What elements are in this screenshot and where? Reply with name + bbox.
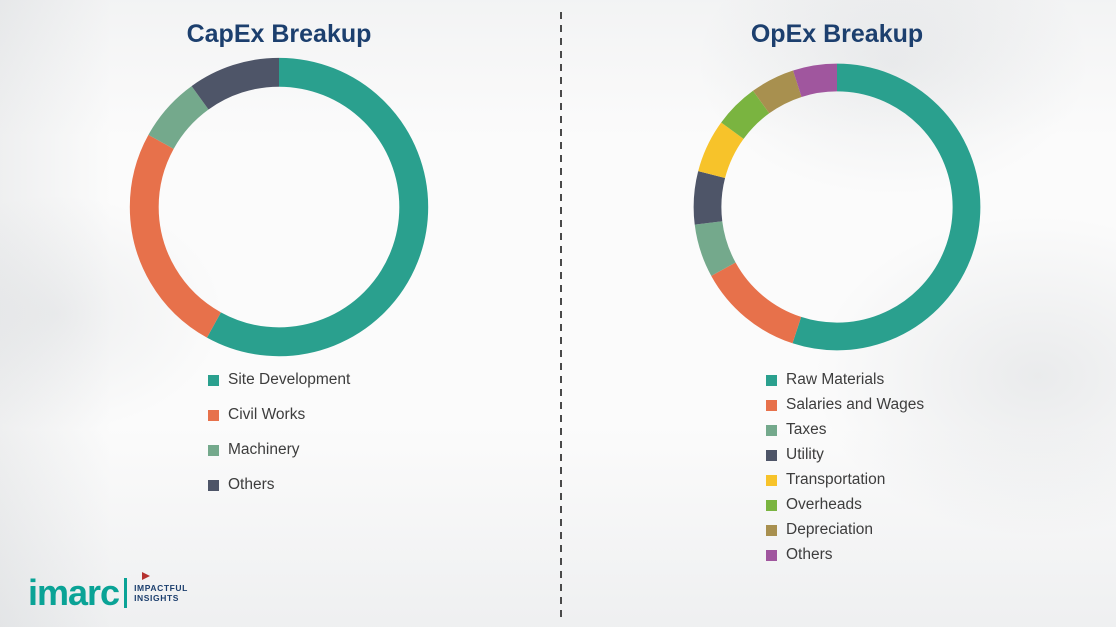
legend-item: Taxes — [766, 421, 924, 439]
legend-swatch — [208, 374, 219, 386]
logo-tagline-line1: IMPACTFUL — [134, 583, 188, 593]
logo-triangle-icon — [142, 572, 150, 580]
legend-item: Raw Materials — [766, 371, 924, 389]
legend-label: Transportation — [786, 471, 886, 488]
legend-swatch — [766, 399, 777, 411]
capex-title: CapEx Breakup — [186, 20, 372, 48]
legend-label: Civil Works — [228, 406, 306, 423]
donut-segment-civil-works — [129, 57, 429, 357]
opex-donut-chart — [693, 63, 981, 351]
logo-tagline: IMPACTFUL INSIGHTS — [134, 583, 188, 603]
logo-divider-bar — [124, 578, 128, 608]
legend-item: Machinery — [208, 441, 350, 459]
legend-item: Civil Works — [208, 406, 350, 424]
logo-brand-text: imarc — [28, 572, 120, 613]
legend-item: Transportation — [766, 471, 924, 489]
opex-panel: OpEx Breakup Raw Materials Salaries and W… — [558, 0, 1116, 627]
divider-line — [560, 12, 562, 623]
legend-item: Utility — [766, 446, 924, 464]
legend-item: Overheads — [766, 496, 924, 514]
legend-swatch — [766, 424, 777, 436]
legend-swatch — [766, 474, 777, 486]
legend-item: Site Development — [208, 371, 350, 389]
legend-label: Utility — [786, 446, 824, 463]
legend-item: Salaries and Wages — [766, 396, 924, 414]
legend-swatch — [766, 499, 777, 511]
legend-label: Others — [228, 476, 275, 493]
legend-swatch — [208, 409, 219, 421]
legend-swatch — [208, 444, 219, 456]
legend-item: Depreciation — [766, 521, 924, 539]
legend-label: Depreciation — [786, 521, 874, 538]
opex-title: OpEx Breakup — [750, 20, 924, 48]
imarc-logo: imarc IMPACTFUL INSIGHTS — [28, 572, 188, 613]
capex-donut-chart — [129, 57, 429, 357]
logo-tagline-line2: INSIGHTS — [134, 593, 180, 603]
legend-swatch — [766, 449, 777, 461]
legend-swatch — [208, 479, 219, 491]
legend-label: Others — [786, 546, 833, 563]
legend-swatch — [766, 549, 777, 561]
legend-swatch — [766, 524, 777, 536]
legend-label: Taxes — [786, 421, 827, 438]
capex-legend: Site Development Civil Works Machinery Othe… — [208, 371, 350, 494]
legend-label: Salaries and Wages — [786, 396, 925, 413]
capex-donut-wrap — [125, 51, 433, 363]
capex-panel: CapEx Breakup Site Development Civil Work… — [125, 20, 433, 494]
legend-label: Site Development — [228, 371, 351, 388]
legend-label: Machinery — [228, 441, 300, 458]
legend-item: Others — [766, 546, 924, 564]
legend-label: Raw Materials — [786, 371, 885, 388]
opex-donut-wrap — [689, 51, 985, 363]
opex-legend: Raw Materials Salaries and Wages Taxes Util… — [766, 371, 924, 564]
donut-segment-utility — [693, 63, 981, 351]
legend-item: Others — [208, 476, 350, 494]
legend-swatch — [766, 374, 777, 386]
legend-label: Overheads — [786, 496, 862, 513]
donut-segment-others — [693, 63, 981, 351]
donut-segment-others — [129, 57, 429, 357]
